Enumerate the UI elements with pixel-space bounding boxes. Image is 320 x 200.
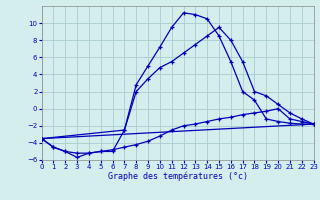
X-axis label: Graphe des températures (°c): Graphe des températures (°c) [108,172,248,181]
